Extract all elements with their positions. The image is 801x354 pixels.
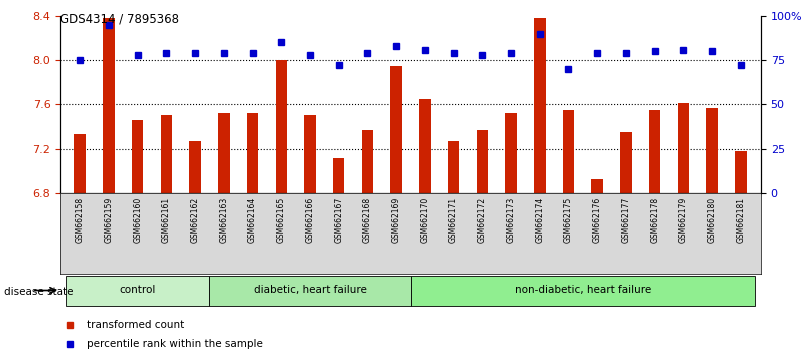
Bar [333,158,344,193]
Text: GSM662164: GSM662164 [248,197,257,243]
Text: control: control [119,285,156,296]
Text: GSM662180: GSM662180 [707,197,717,243]
Text: GSM662171: GSM662171 [449,197,458,243]
Bar [132,120,143,193]
Text: GSM662160: GSM662160 [133,197,142,243]
Text: GSM662179: GSM662179 [679,197,688,243]
Text: GSM662165: GSM662165 [277,197,286,243]
FancyBboxPatch shape [410,276,755,306]
FancyBboxPatch shape [66,276,209,306]
Bar [678,103,689,193]
Text: GSM662166: GSM662166 [305,197,315,243]
Bar [161,115,172,193]
Text: GSM662170: GSM662170 [421,197,429,243]
Text: GSM662162: GSM662162 [191,197,199,243]
Bar [419,99,431,193]
Text: GSM662159: GSM662159 [104,197,114,243]
Text: GSM662172: GSM662172 [478,197,487,243]
Text: GSM662178: GSM662178 [650,197,659,243]
Bar [649,110,660,193]
Text: GSM662167: GSM662167 [334,197,343,243]
Text: GSM662173: GSM662173 [506,197,516,243]
Text: GSM662169: GSM662169 [392,197,400,243]
Bar [620,132,632,193]
Text: GSM662175: GSM662175 [564,197,573,243]
Bar [706,108,718,193]
Bar [189,141,201,193]
Bar [103,18,115,193]
FancyBboxPatch shape [209,276,410,306]
Bar [218,113,230,193]
Text: GSM662163: GSM662163 [219,197,228,243]
Bar [591,178,603,193]
Bar [477,130,488,193]
Bar [448,141,459,193]
Bar [563,110,574,193]
Bar [735,151,747,193]
Text: disease state: disease state [4,287,74,297]
Text: GSM662158: GSM662158 [75,197,85,243]
Text: GSM662174: GSM662174 [535,197,544,243]
Text: GSM662176: GSM662176 [593,197,602,243]
Text: GSM662181: GSM662181 [736,197,746,243]
Text: GDS4314 / 7895368: GDS4314 / 7895368 [60,12,179,25]
Text: diabetic, heart failure: diabetic, heart failure [254,285,366,296]
Bar [390,66,402,193]
Bar [247,113,258,193]
Bar [362,130,373,193]
Bar [534,18,545,193]
Bar [505,113,517,193]
Bar [276,60,287,193]
Text: GSM662168: GSM662168 [363,197,372,243]
Text: GSM662161: GSM662161 [162,197,171,243]
Bar [74,134,86,193]
Text: transformed count: transformed count [87,320,183,330]
Text: GSM662177: GSM662177 [622,197,630,243]
Text: non-diabetic, heart failure: non-diabetic, heart failure [515,285,651,296]
Bar [304,115,316,193]
Text: percentile rank within the sample: percentile rank within the sample [87,339,263,349]
